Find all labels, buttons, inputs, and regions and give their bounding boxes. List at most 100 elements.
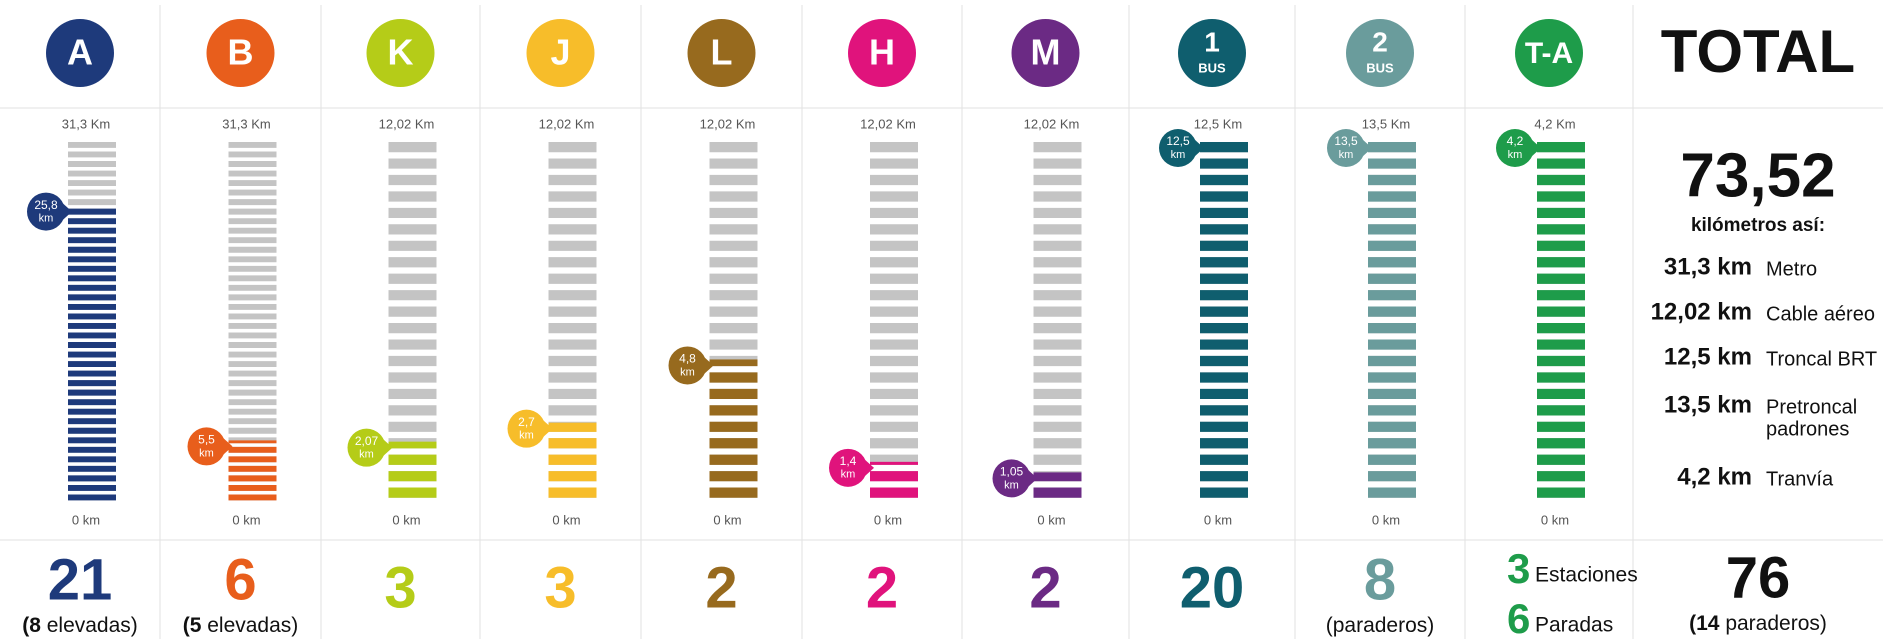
min-label: 0 km: [1372, 512, 1400, 527]
value-label: 25,8: [34, 198, 58, 212]
max-label: 12,02 Km: [700, 116, 756, 131]
min-label: 0 km: [1037, 512, 1065, 527]
station-count: 2: [866, 555, 898, 620]
value-tag: [347, 428, 386, 467]
max-label: 12,02 Km: [860, 116, 916, 131]
badge-label: 1: [1204, 26, 1220, 57]
line-badge: [1178, 19, 1246, 87]
badge-label: H: [869, 32, 895, 73]
value-tag: [1159, 129, 1197, 167]
value-label: 1,4: [840, 454, 857, 468]
value-unit: km: [841, 469, 856, 481]
station-count: 6: [224, 547, 256, 612]
line-badge: [46, 19, 114, 87]
line-badge: [1011, 19, 1080, 87]
total-note: (14 paraderos): [1689, 612, 1827, 635]
value-unit: km: [199, 447, 214, 459]
value-tag: [703, 356, 714, 375]
bar-track: [870, 142, 918, 498]
value-tag: [829, 448, 867, 487]
note-bold: (5: [183, 614, 202, 637]
badge-label: L: [711, 32, 733, 73]
value-label: 1,05: [1000, 465, 1024, 479]
badge-sublabel: BUS: [1366, 60, 1394, 75]
bar-fill: [709, 359, 758, 498]
value-label: 4,2: [1507, 134, 1524, 148]
total-row-km: 13,5 km: [1664, 391, 1752, 418]
station-count: 3: [384, 555, 416, 620]
total-row-km: 12,5 km: [1664, 343, 1752, 370]
total-row-km: 31,3 km: [1664, 253, 1752, 280]
min-label: 0 km: [874, 512, 902, 527]
max-label: 31,3 Km: [222, 116, 270, 131]
badge-label: B: [228, 32, 254, 73]
line-badge: [1515, 19, 1583, 87]
line-badge: [526, 19, 595, 87]
station-count: 6: [1507, 595, 1530, 639]
value-tag: [382, 438, 393, 457]
note-bold: (14: [1689, 612, 1720, 635]
value-label: 2,07: [355, 434, 379, 448]
bar-fill: [68, 205, 116, 501]
total-row-name: Metro: [1766, 258, 1817, 280]
value-label: 2,7: [518, 415, 535, 429]
station-label: Paradas: [1535, 614, 1613, 637]
max-label: 13,5 Km: [1362, 116, 1410, 131]
bar-track: [709, 142, 758, 498]
line-badge: [206, 19, 275, 87]
total-row-name: padrones: [1766, 418, 1849, 440]
bar-track: [1033, 142, 1082, 498]
total-caption: kilómetros así:: [1691, 215, 1825, 236]
value-unit: km: [680, 366, 695, 378]
total-row-km: 12,02 km: [1651, 298, 1752, 325]
min-label: 0 km: [1541, 512, 1569, 527]
max-label: 12,5 Km: [1194, 116, 1242, 131]
value-tag: [1362, 139, 1372, 157]
max-label: 12,02 Km: [1024, 116, 1080, 131]
total-title: TOTAL: [1661, 18, 1855, 85]
value-tag: [1194, 139, 1204, 157]
value-unit: km: [519, 430, 534, 442]
value-tag: [1027, 469, 1038, 488]
min-label: 0 km: [392, 512, 420, 527]
bar-fill: [1033, 472, 1082, 498]
note-text: (paraderos): [1326, 614, 1435, 637]
station-note: (paraderos): [1326, 614, 1435, 637]
value-tag: [542, 419, 553, 438]
station-note: (8 elevadas): [22, 614, 138, 637]
note-text: elevadas): [41, 614, 138, 637]
bar-fill: [388, 441, 437, 498]
value-unit: km: [1171, 149, 1186, 161]
value-label: 13,5: [1334, 134, 1358, 148]
line-badge: [848, 19, 916, 87]
badge-label: A: [67, 32, 93, 73]
value-tag: [1327, 129, 1365, 167]
value-tag: [62, 202, 72, 221]
value-tag: [507, 409, 546, 448]
value-unit: km: [1339, 149, 1354, 161]
min-label: 0 km: [232, 512, 260, 527]
value-tag: [864, 458, 874, 477]
total-row-name: Troncal BRT: [1766, 348, 1877, 370]
station-count: 3: [1507, 545, 1530, 592]
value-tag: [27, 192, 65, 231]
value-label: 4,8: [679, 352, 696, 366]
min-label: 0 km: [1204, 512, 1232, 527]
station-count: 21: [48, 547, 113, 612]
total-row-name: Pretroncal: [1766, 396, 1857, 418]
max-label: 12,02 Km: [539, 116, 595, 131]
total-count: 76: [1726, 545, 1791, 610]
note-text: elevadas): [201, 614, 298, 637]
max-label: 31,3 Km: [62, 116, 110, 131]
line-badge: [366, 19, 435, 87]
value-label: 12,5: [1166, 134, 1190, 148]
bar-fill: [228, 440, 277, 501]
station-count: 8: [1364, 547, 1396, 612]
station-count: 2: [1029, 555, 1061, 620]
total-row-name: Cable aéreo: [1766, 303, 1875, 325]
total-km: 73,52: [1680, 141, 1835, 210]
value-tag: [1531, 139, 1541, 157]
station-label: Estaciones: [1535, 564, 1638, 587]
station-count: 3: [544, 555, 576, 620]
